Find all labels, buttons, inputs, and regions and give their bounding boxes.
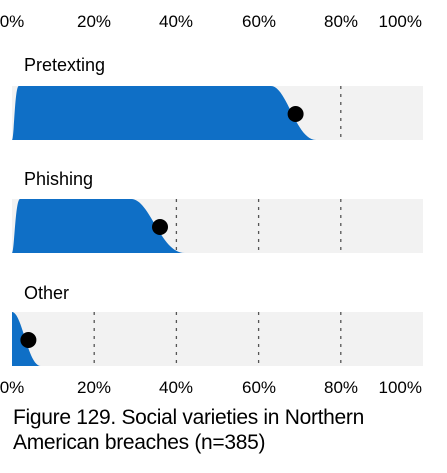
x-tick-bottom-40: 40% <box>159 378 193 397</box>
x-tick-top-20: 20% <box>77 12 111 31</box>
category-label-pretexting: Pretexting <box>24 55 105 75</box>
x-tick-top-40: 40% <box>159 12 193 31</box>
grid-lines-other <box>93 312 342 366</box>
row-phishing: Phishing <box>12 169 423 253</box>
distribution-phishing <box>12 199 185 253</box>
point-pretexting <box>287 106 304 122</box>
x-axis-bottom: 0% 20% 40% 60% 80% 100% <box>0 378 422 397</box>
x-tick-top-80: 80% <box>324 12 358 31</box>
x-tick-bottom-80: 80% <box>324 378 358 397</box>
x-tick-bottom-0: 0% <box>0 378 24 397</box>
point-phishing <box>152 219 168 235</box>
category-label-phishing: Phishing <box>24 169 93 189</box>
row-pretexting: Pretexting <box>12 55 423 140</box>
x-tick-bottom-20: 20% <box>77 378 111 397</box>
point-other <box>20 332 37 348</box>
category-label-other: Other <box>24 283 69 303</box>
x-tick-top-100: 100% <box>379 12 422 31</box>
figure-caption: Figure 129. Social varieties in Northern… <box>13 406 365 454</box>
distribution-other <box>12 312 41 366</box>
x-tick-bottom-100: 100% <box>379 378 422 397</box>
x-axis-top: 0% 20% 40% 60% 80% 100% <box>0 12 422 31</box>
track-other <box>12 312 423 366</box>
x-tick-bottom-60: 60% <box>242 378 276 397</box>
distribution-pretexting <box>12 86 317 140</box>
row-other: Other <box>12 283 423 366</box>
x-tick-top-60: 60% <box>242 12 276 31</box>
x-tick-top-0: 0% <box>0 12 24 31</box>
